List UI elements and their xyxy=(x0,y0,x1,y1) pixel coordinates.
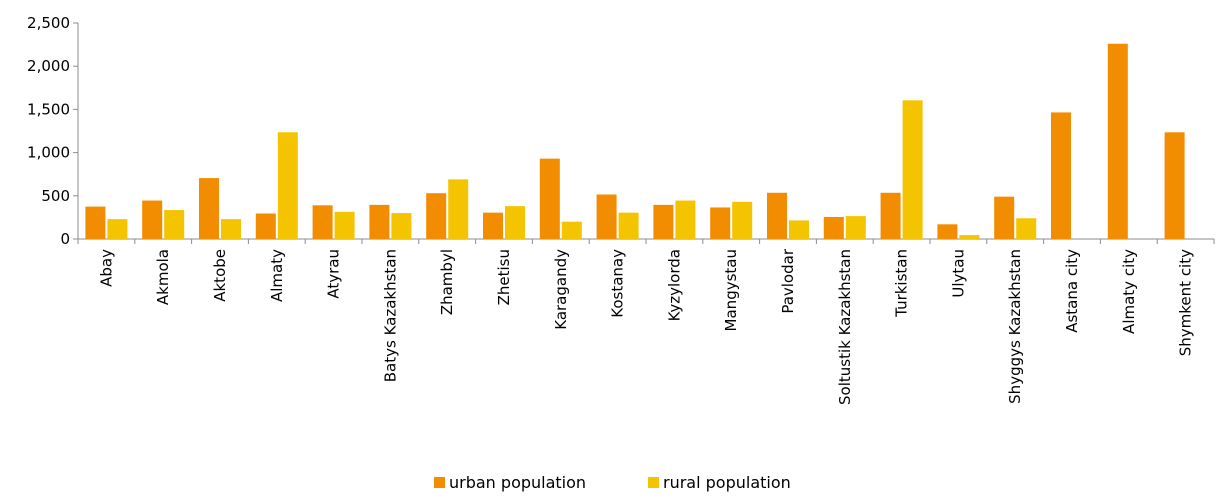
x-category-label: Mangystau xyxy=(722,249,740,331)
x-category-label: Pavlodar xyxy=(779,248,797,313)
bar-rural xyxy=(789,220,809,239)
bar-urban xyxy=(199,178,219,239)
bar-rural xyxy=(221,219,241,239)
legend-label: rural population xyxy=(663,473,791,492)
legend-swatch xyxy=(648,477,659,488)
x-category-label: Zhambyl xyxy=(438,249,456,315)
legend: urban population rural population xyxy=(434,473,791,492)
bar-rural xyxy=(561,221,582,239)
y-tick-label: 1,500 xyxy=(27,100,70,118)
bar-rural xyxy=(164,210,185,239)
bar-urban xyxy=(653,204,674,239)
bar-urban xyxy=(937,224,958,239)
bar-rural xyxy=(505,206,525,239)
bar-urban xyxy=(880,192,901,239)
bar-rural xyxy=(959,235,980,239)
bar-rural xyxy=(391,213,412,239)
x-category-label: Shymkent city xyxy=(1177,249,1195,356)
bar-urban xyxy=(85,206,106,239)
bar-urban xyxy=(1107,43,1128,240)
bar-rural xyxy=(334,211,355,239)
x-category-label: Kyzylorda xyxy=(665,249,683,321)
bar-urban xyxy=(426,193,447,239)
bar-urban xyxy=(994,196,1015,239)
y-tick-label: 1,000 xyxy=(27,144,70,162)
x-category-label: Shyggys Kazakhstan xyxy=(1006,249,1024,404)
legend-label: urban population xyxy=(449,473,586,492)
legend-swatch xyxy=(434,477,445,488)
bar-rural xyxy=(732,201,753,239)
bar-rural xyxy=(448,179,469,239)
bar-rural xyxy=(902,100,923,239)
bar-urban xyxy=(369,204,390,239)
bar-rural xyxy=(1016,218,1037,239)
x-category-label: Zhetisu xyxy=(495,249,513,305)
x-category-label: Astana city xyxy=(1063,249,1081,333)
y-tick-label: 2,500 xyxy=(27,14,70,32)
bar-urban xyxy=(710,207,731,239)
bar-urban xyxy=(255,213,276,239)
x-category-label: Almaty city xyxy=(1120,249,1138,334)
bar-urban xyxy=(767,192,787,239)
x-category-label: Karagandy xyxy=(552,249,570,330)
x-category-label: Soltustik Kazakhstan xyxy=(836,249,854,405)
bar-urban xyxy=(1164,132,1185,239)
x-category-label: Kostanay xyxy=(609,249,627,318)
x-category-label: Abay xyxy=(97,249,115,287)
bar-urban xyxy=(142,200,163,239)
x-category-label: Aktobe xyxy=(211,249,229,302)
x-category-label: Batys Kazakhstan xyxy=(381,249,399,382)
bar-urban xyxy=(312,205,333,239)
bar-urban xyxy=(823,216,844,239)
plot-area: 0 500 1,000 1,500 2,000 2,500 Abay Akmola Aktobe… xyxy=(27,14,1215,405)
bar-urban xyxy=(1051,112,1071,239)
bar-urban xyxy=(539,158,560,239)
x-category-label: Almaty xyxy=(268,249,286,302)
bar-rural xyxy=(277,132,298,239)
y-tick-label: 500 xyxy=(41,187,70,205)
x-category-label: Atyrau xyxy=(325,249,343,299)
bar-rural xyxy=(675,200,696,239)
y-tick-label: 0 xyxy=(60,230,70,248)
y-tick-label: 2,000 xyxy=(27,57,70,75)
bar-urban xyxy=(596,194,617,239)
bar-urban xyxy=(483,212,503,239)
bar-rural xyxy=(845,216,866,239)
x-category-label: Ulytau xyxy=(949,249,967,298)
x-category-label: Akmola xyxy=(154,249,172,305)
bar-rural xyxy=(618,212,639,239)
x-category-label: Turkistan xyxy=(893,249,911,318)
bar-rural xyxy=(107,219,128,239)
